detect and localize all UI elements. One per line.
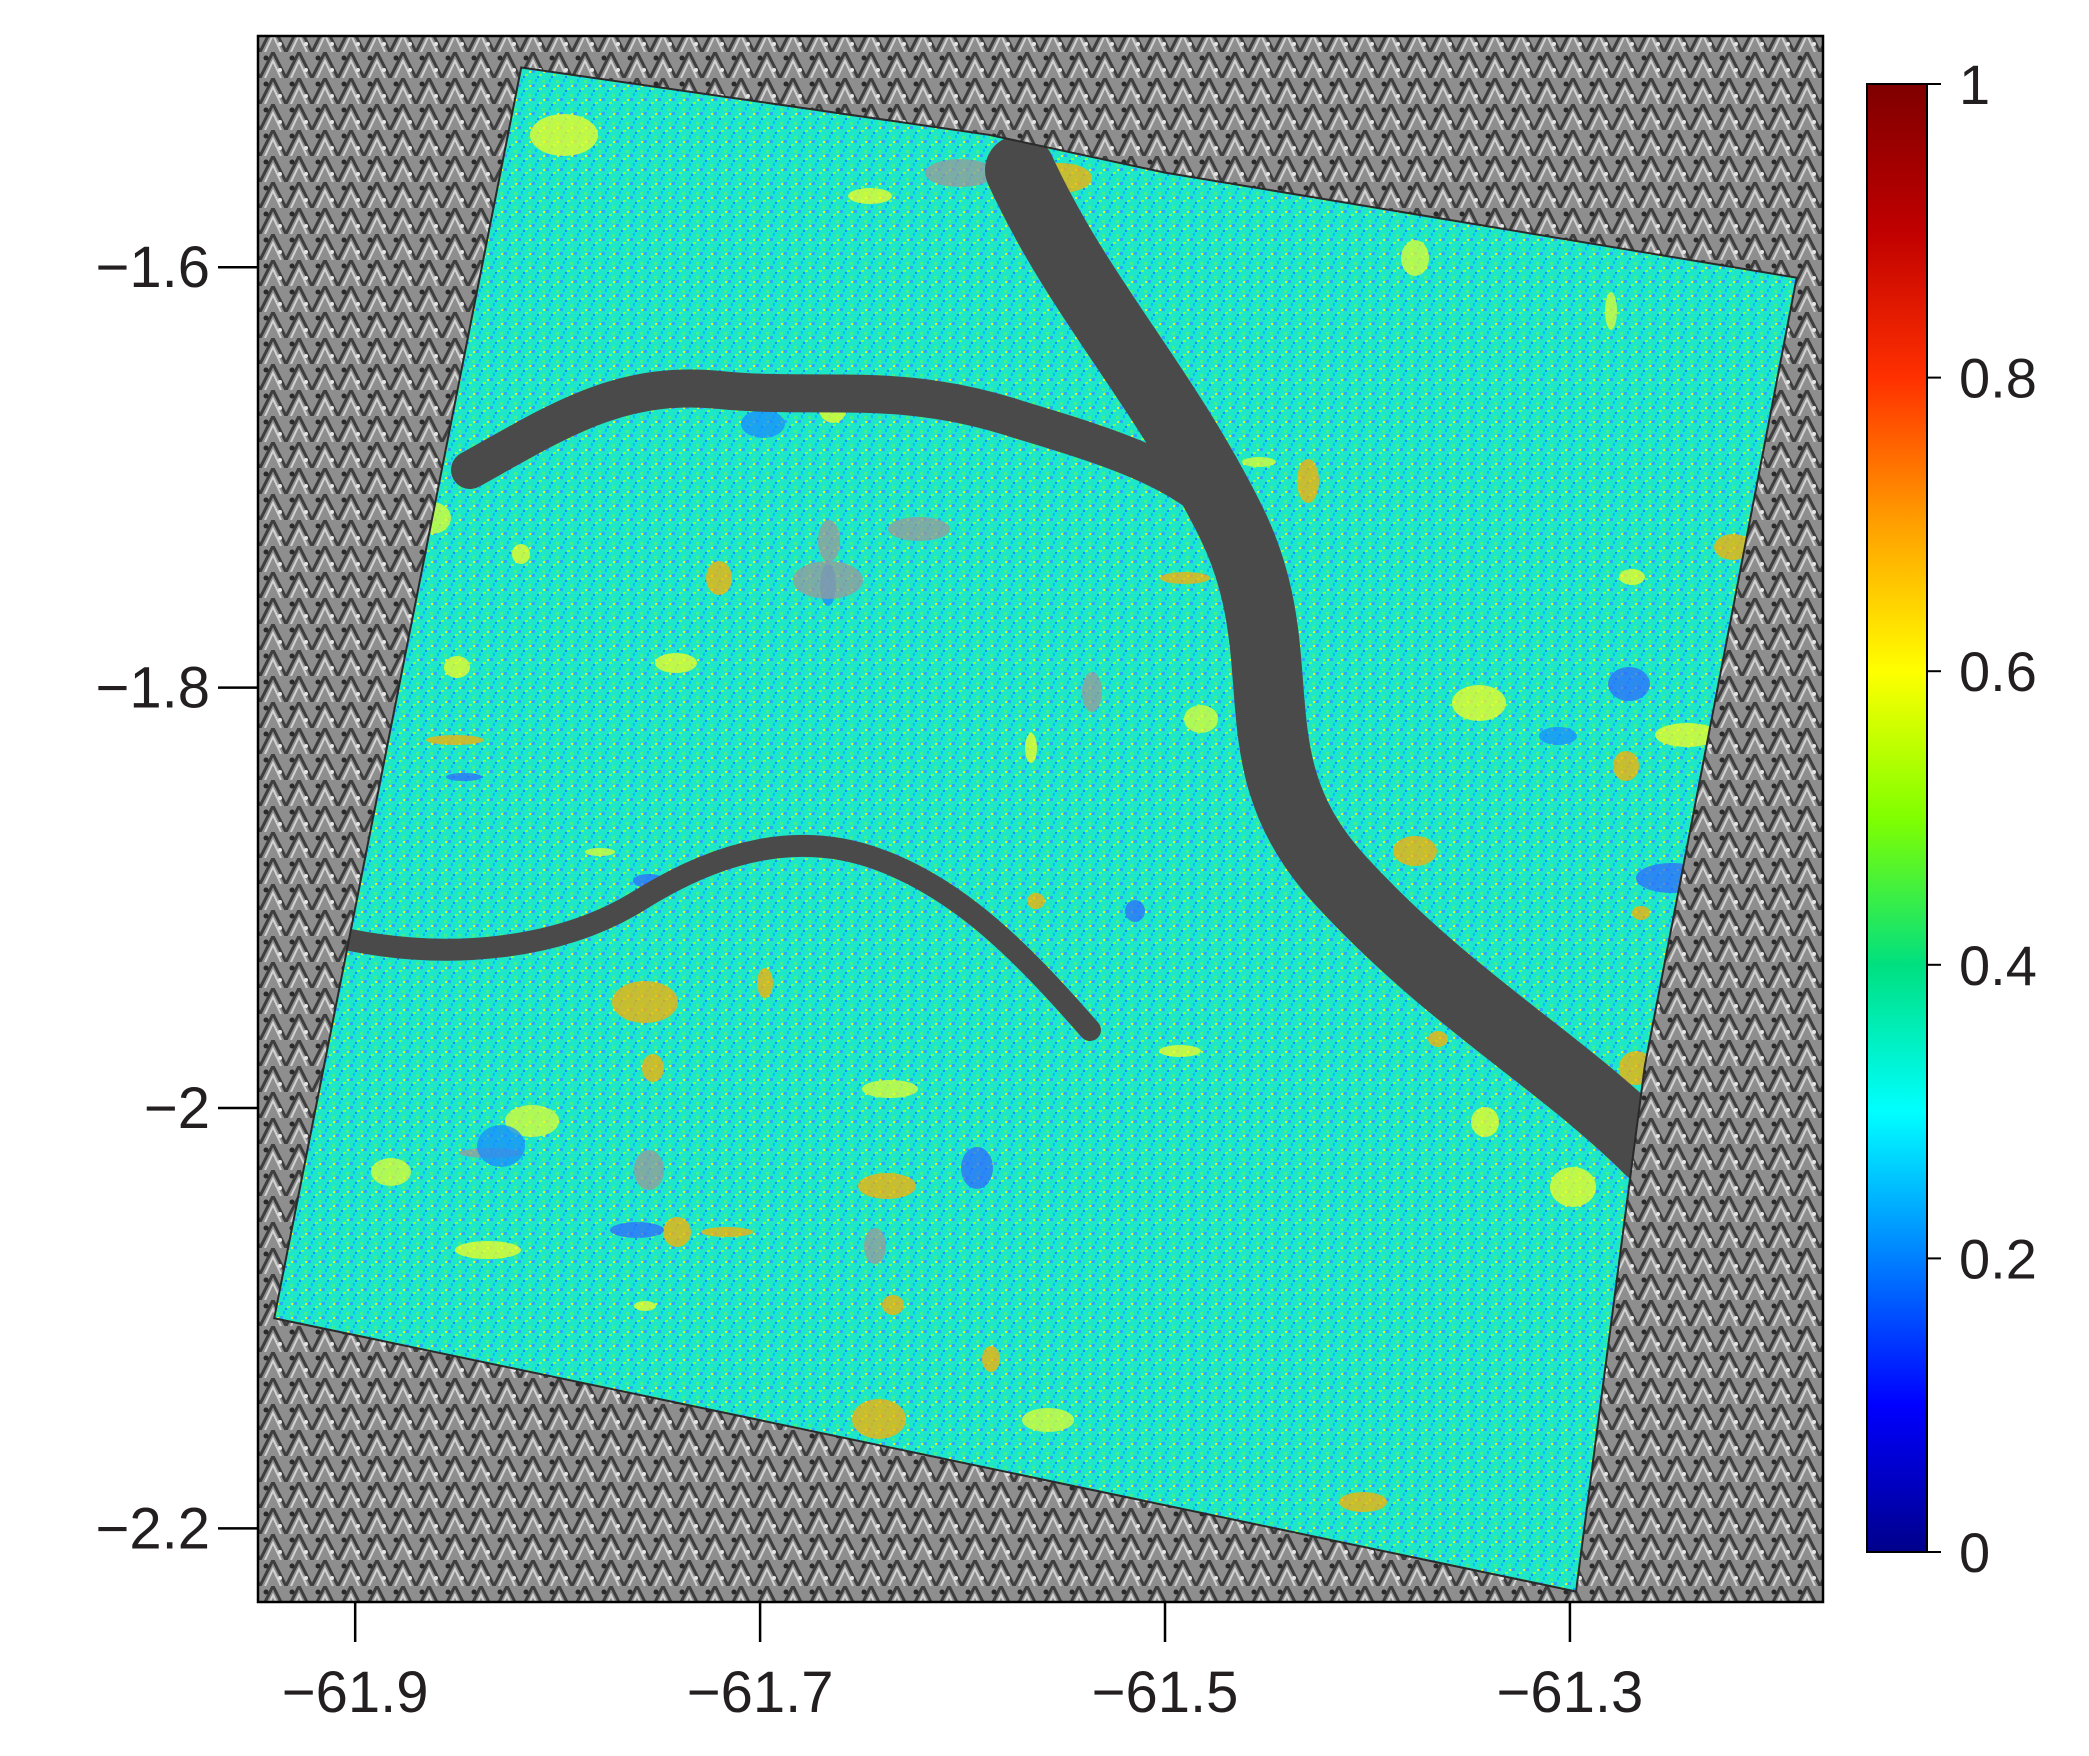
y-axis: −1.6 −1.8 −2 −2.2 xyxy=(96,235,258,1561)
raster-blob xyxy=(663,1217,691,1247)
x-tick-label: −61.9 xyxy=(282,1660,429,1725)
raster-blob xyxy=(1608,667,1650,701)
raster-blob xyxy=(1619,569,1645,585)
raster-blob xyxy=(1471,1107,1499,1137)
raster-blob xyxy=(706,561,732,595)
raster-blob xyxy=(505,1105,559,1137)
raster-blob xyxy=(848,188,892,204)
raster-blob xyxy=(634,1150,664,1190)
raster-blob xyxy=(741,410,785,438)
colorbar-tick-label: 0.4 xyxy=(1959,934,2037,997)
colorbar-tick-label: 0.6 xyxy=(1959,640,2037,703)
raster-blob xyxy=(982,1346,1000,1372)
raster-blob xyxy=(1605,292,1617,330)
raster-blob xyxy=(642,1054,664,1082)
raster-blob xyxy=(1025,733,1037,763)
raster-blob xyxy=(585,848,615,856)
raster-blob xyxy=(757,968,773,998)
raster-fill xyxy=(274,67,1797,1592)
raster-blob xyxy=(852,1399,906,1439)
raster-blob xyxy=(1550,1167,1596,1207)
raster-blob xyxy=(925,159,995,187)
raster-blob xyxy=(1160,572,1210,584)
x-tick-label: −61.3 xyxy=(1497,1660,1644,1725)
x-axis: −61.9 −61.7 −61.5 −61.3 xyxy=(282,1602,1644,1725)
raster-blob xyxy=(1539,727,1577,745)
map-plot-area xyxy=(258,36,1823,1602)
raster-blob xyxy=(1184,705,1218,733)
raster-blob xyxy=(1297,459,1319,503)
colorbar: 0 0.2 0.4 0.6 0.8 1 xyxy=(1866,53,2037,1584)
raster-blob xyxy=(371,1158,411,1186)
raster-blob xyxy=(701,1227,753,1237)
raster-blob xyxy=(1027,893,1045,909)
colorbar-gradient xyxy=(1866,83,1928,1553)
raster-blob xyxy=(858,1173,916,1199)
y-tick-label: −1.6 xyxy=(96,235,211,300)
raster-blob xyxy=(888,517,950,541)
x-tick-label: −61.5 xyxy=(1092,1660,1239,1725)
y-tick-label: −1.8 xyxy=(96,656,211,721)
colorbar-tick-label: 0.2 xyxy=(1959,1227,2037,1290)
raster-blob xyxy=(612,981,678,1023)
raster-blob xyxy=(1613,751,1639,781)
raster-blob xyxy=(477,1125,525,1167)
raster-blob xyxy=(1082,672,1102,712)
main-river xyxy=(985,135,1685,1185)
colorbar-tick-label: 0.8 xyxy=(1959,347,2037,410)
colorbar-ticks: 0 0.2 0.4 0.6 0.8 1 xyxy=(1927,53,2037,1584)
raster-blob xyxy=(882,1295,904,1315)
raster-blob xyxy=(1125,900,1145,922)
raster-blob xyxy=(455,1241,521,1259)
raster-blob xyxy=(862,1080,918,1098)
south-river xyxy=(339,834,1101,1041)
raster-blob xyxy=(1428,1031,1448,1047)
raster-blob xyxy=(1714,534,1752,560)
raster-blob xyxy=(1401,240,1429,276)
raster-blob xyxy=(1452,685,1506,721)
raster-blob xyxy=(426,735,484,745)
colorbar-tick-label: 1 xyxy=(1959,53,1990,116)
raster-blob xyxy=(1022,1408,1074,1432)
y-tick-label: −2 xyxy=(144,1076,210,1141)
x-tick-label: −61.7 xyxy=(687,1660,834,1725)
raster-blob xyxy=(1242,457,1276,467)
y-tick-label: −2.2 xyxy=(96,1496,211,1561)
raster-blob xyxy=(1655,723,1719,747)
raster-blob xyxy=(1159,1045,1201,1057)
raster-blob xyxy=(530,114,598,156)
raster-blob xyxy=(446,773,482,781)
raster-blob xyxy=(864,1228,886,1264)
map-frame xyxy=(256,34,1825,1604)
raster-blob xyxy=(1339,1492,1387,1512)
raster-blob xyxy=(961,1147,993,1189)
raster-blob xyxy=(634,1301,656,1311)
raster-outline xyxy=(273,66,1798,1593)
tributary-river xyxy=(451,369,1249,539)
raster-blob xyxy=(610,1222,664,1238)
coherence-raster xyxy=(274,67,1797,1592)
raster-blob xyxy=(818,520,840,562)
raster-blob xyxy=(1632,906,1650,920)
raster-blob xyxy=(444,656,470,678)
raster-blob xyxy=(655,653,697,673)
colorbar-tick-label: 0 xyxy=(1959,1521,1990,1584)
raster-blob xyxy=(512,544,530,564)
raster-blob xyxy=(793,561,863,599)
raster-blob xyxy=(1393,836,1437,866)
